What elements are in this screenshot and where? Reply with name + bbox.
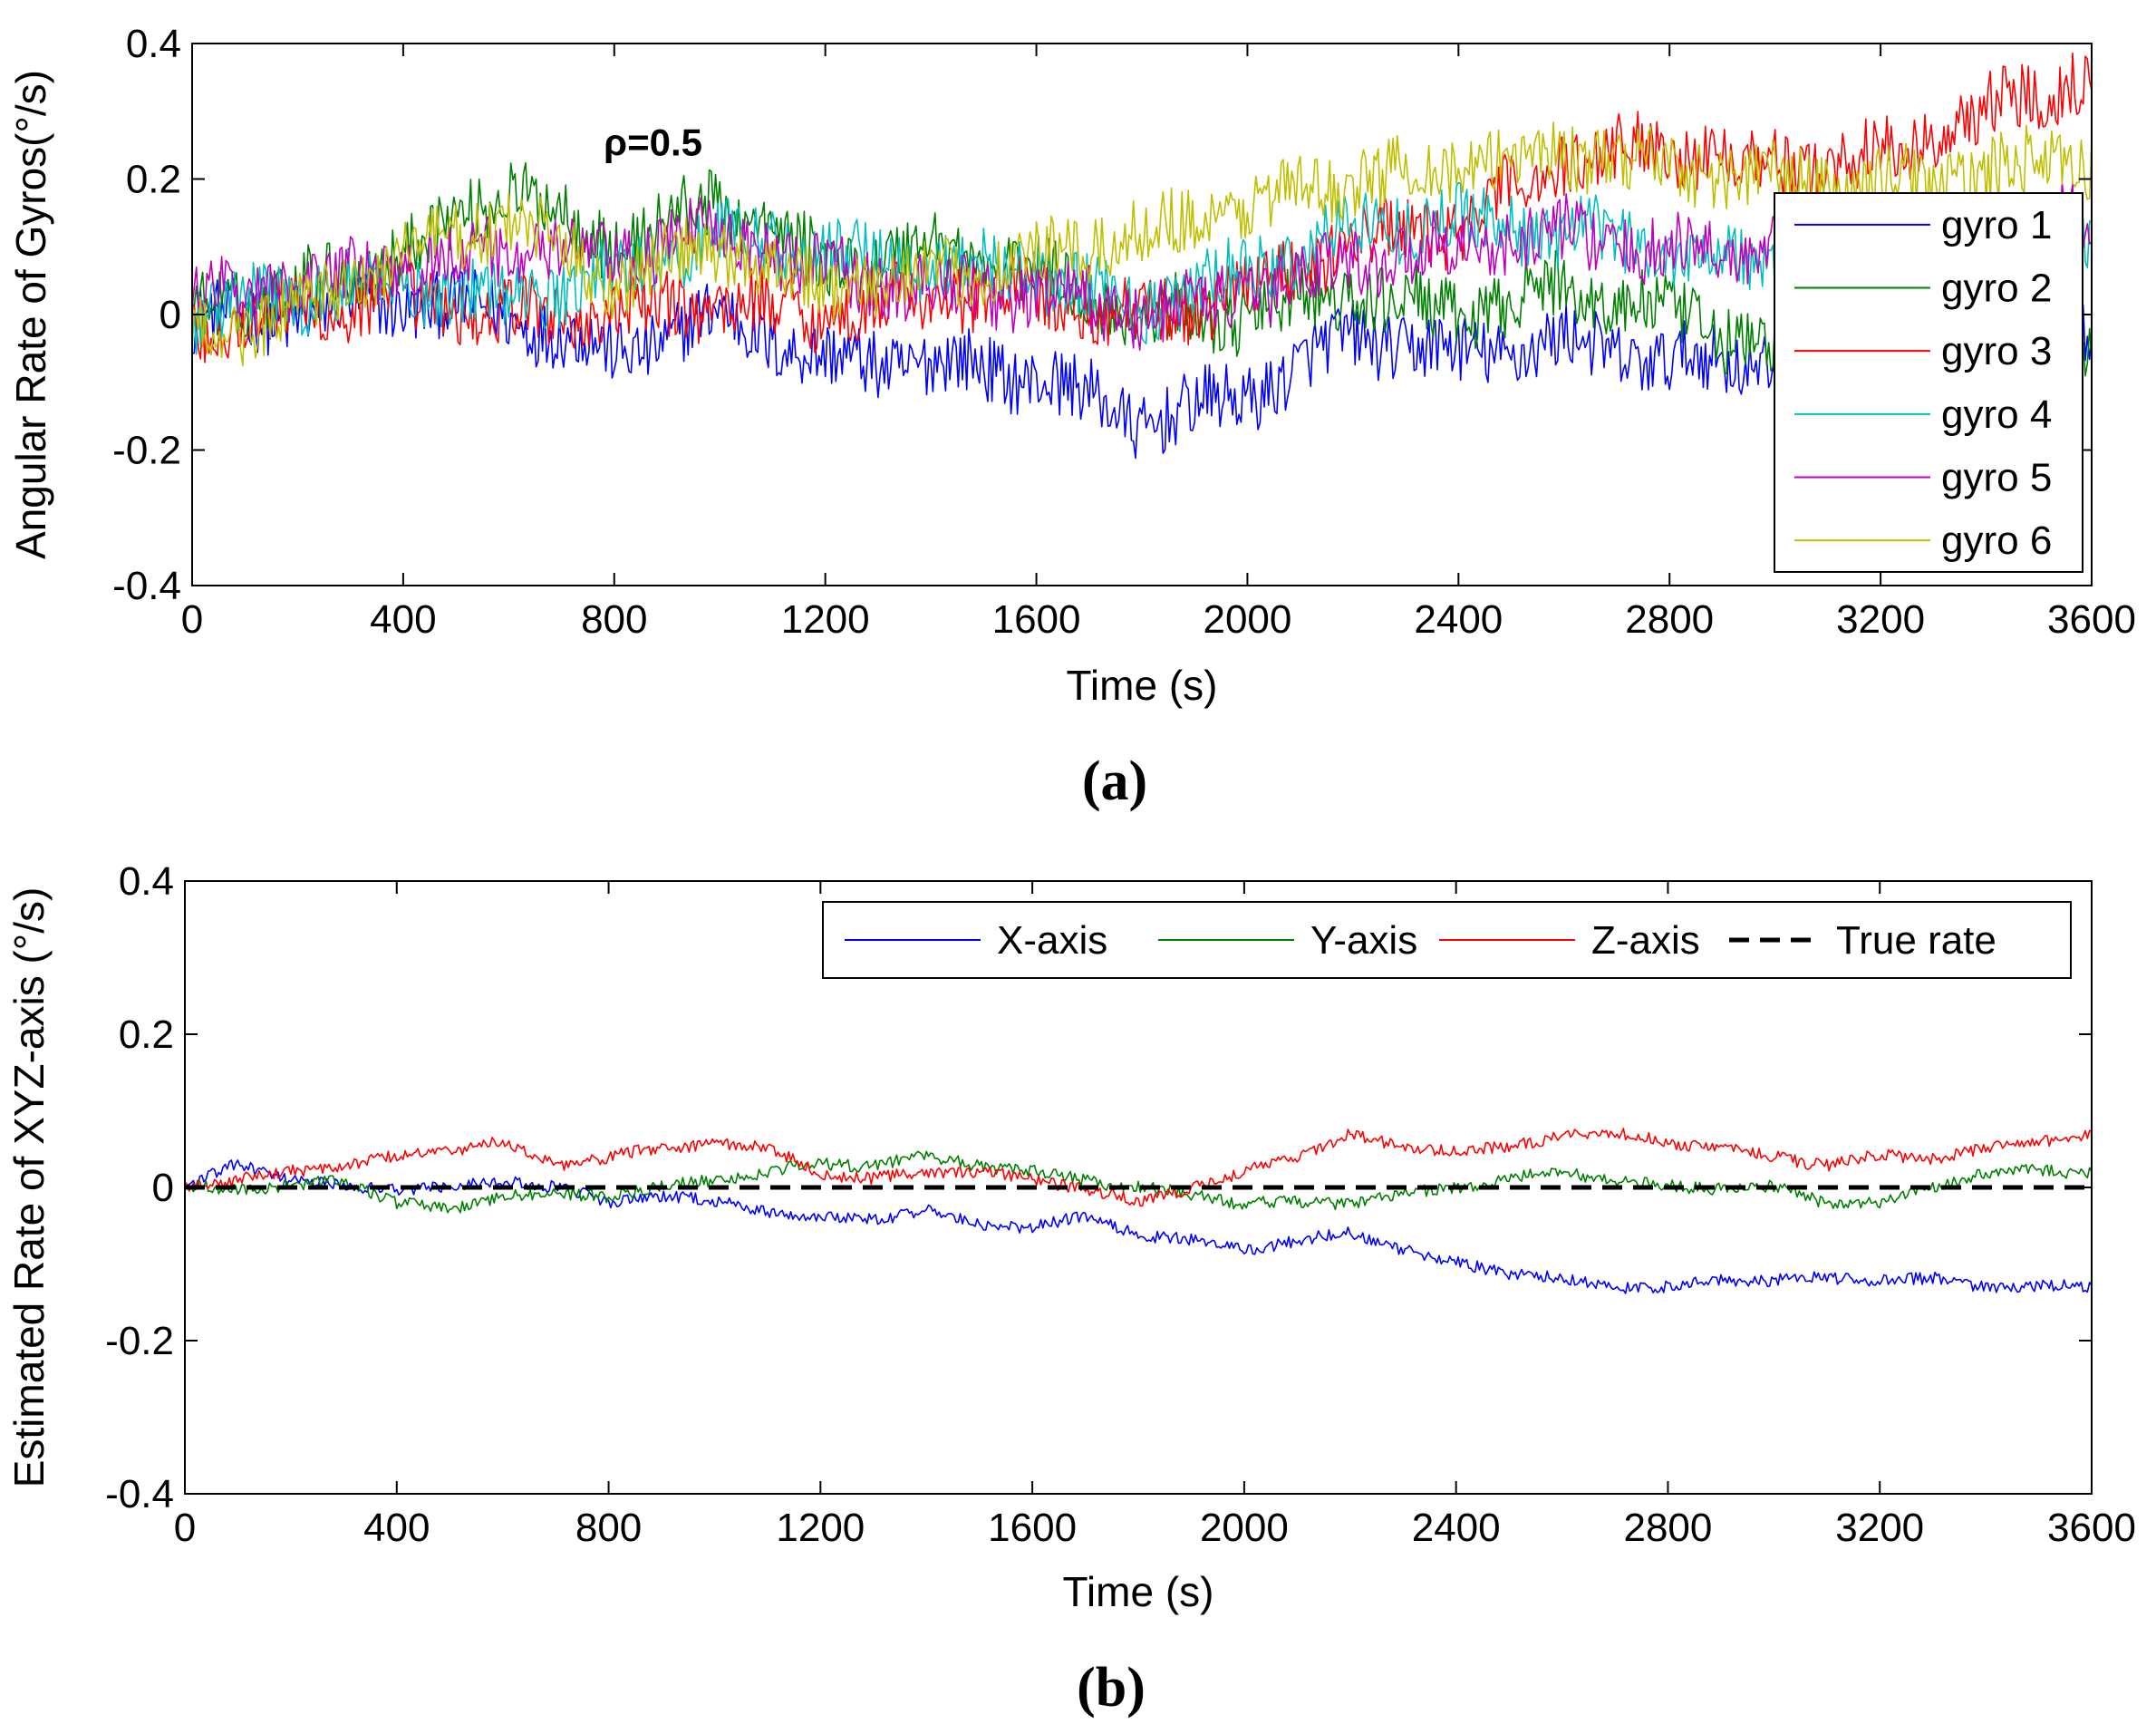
series-x-axis	[185, 1159, 2092, 1294]
panel-caption: (a)	[1082, 751, 1147, 812]
legend-label: gyro 1	[1941, 203, 2052, 247]
series-y-axis	[185, 1150, 2092, 1214]
legend-label: gyro 3	[1941, 329, 2052, 373]
y-tick-label: 0	[152, 1166, 174, 1210]
x-tick-label: 1600	[988, 1506, 1077, 1550]
y-axis-label: Estimated Rate of XYZ-axis (°/s)	[5, 887, 53, 1488]
legend-label: gyro 2	[1941, 266, 2052, 311]
rho-annotation: ρ=0.5	[604, 121, 702, 163]
legend-label: X-axis	[997, 918, 1107, 963]
plot-area	[185, 1128, 2092, 1294]
series-gyro-3	[192, 52, 2092, 363]
x-tick-label: 0	[181, 597, 203, 642]
y-tick-label: 0.4	[119, 859, 174, 904]
x-tick-label: 3600	[2047, 597, 2136, 642]
y-tick-label: 0.2	[119, 1012, 174, 1057]
legend-label: Z-axis	[1591, 918, 1700, 963]
x-tick-label: 400	[370, 597, 436, 642]
legend-label: gyro 6	[1941, 518, 2052, 563]
x-axis-label: Time (s)	[1063, 1568, 1214, 1615]
panel-b: 0 400 800 1200 1600 2000 2400 2800 3200 3600 -0.4 -…	[5, 859, 2136, 1719]
x-tick-label: 2400	[1412, 1506, 1501, 1550]
panel-a: 0 400 800 1200 1600 2000 2400 2800 3200 3600 -0.4 -…	[7, 22, 2136, 812]
series-gyro-6	[192, 121, 2092, 367]
x-tick-label: 800	[581, 597, 647, 642]
x-tick-label: 2800	[1625, 597, 1714, 642]
legend-box	[1774, 192, 2083, 573]
legend-label: gyro 4	[1941, 392, 2052, 437]
y-tick-label: -0.4	[105, 1472, 174, 1516]
panel-caption: (b)	[1077, 1657, 1146, 1719]
y-tick-label: 0.2	[126, 158, 181, 202]
x-tick-label: 2000	[1203, 597, 1291, 642]
y-axis-label: Angular Rate of Gyros(°/s)	[7, 70, 54, 559]
x-tick-label: 3200	[1835, 1506, 1924, 1550]
y-tick-label: -0.2	[112, 429, 181, 473]
x-tick-label: 2400	[1414, 597, 1503, 642]
x-tick-label: 1200	[776, 1506, 865, 1550]
legend-label: Y-axis	[1310, 918, 1417, 963]
y-tick-label: 0	[160, 293, 181, 337]
legend: gyro 1 gyro 2 gyro 3 gyro 4 gyro 5 gyro 6	[1774, 192, 2083, 573]
legend-label: gyro 5	[1941, 456, 2052, 500]
x-tick-label: 1600	[992, 597, 1081, 642]
y-tick-label: -0.2	[105, 1319, 174, 1363]
series-z-axis	[185, 1128, 2092, 1207]
x-tick-label: 0	[174, 1506, 196, 1550]
x-tick-label: 1200	[781, 597, 870, 642]
x-tick-label: 3600	[2047, 1506, 2136, 1550]
x-tick-label: 2000	[1200, 1506, 1289, 1550]
y-tick-label: 0.4	[126, 22, 181, 66]
legend: X-axis Y-axis Z-axis True rate	[822, 901, 2072, 979]
x-tick-label: 3200	[1836, 597, 1925, 642]
legend-label: True rate	[1836, 918, 1996, 963]
x-tick-label: 800	[575, 1506, 642, 1550]
x-tick-label: 400	[363, 1506, 430, 1550]
x-axis-label: Time (s)	[1067, 662, 1218, 709]
y-tick-label: -0.4	[112, 564, 181, 608]
x-tick-label: 2800	[1623, 1506, 1712, 1550]
